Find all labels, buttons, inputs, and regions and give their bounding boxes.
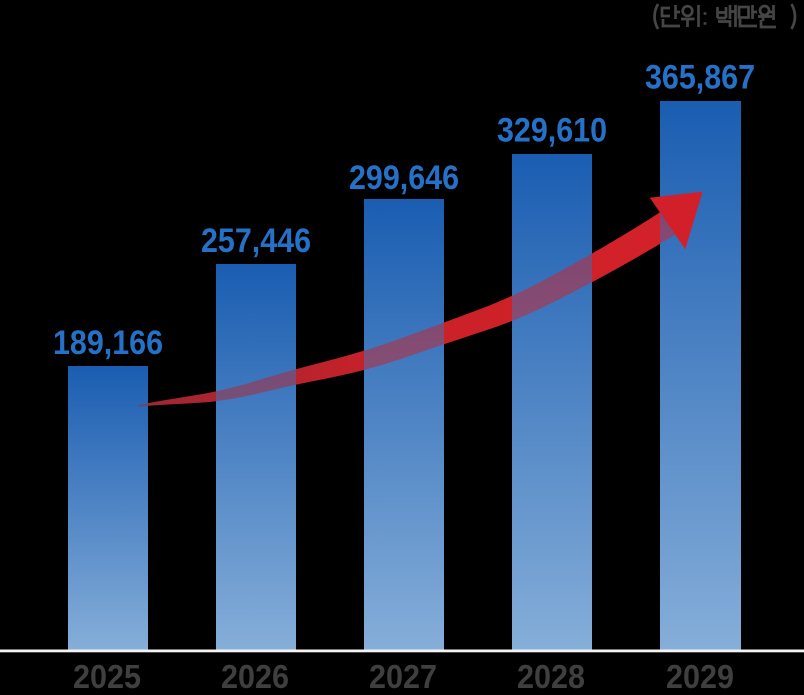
svg-text:299,646: 299,646 xyxy=(349,159,459,197)
svg-text:257,446: 257,446 xyxy=(201,222,311,260)
svg-text:329,610: 329,610 xyxy=(497,112,607,150)
svg-text:365,867: 365,867 xyxy=(645,59,755,97)
svg-text:2028: 2028 xyxy=(517,658,585,695)
svg-text:189,166: 189,166 xyxy=(53,324,163,362)
svg-text:2025: 2025 xyxy=(73,658,141,695)
svg-text:2027: 2027 xyxy=(369,658,437,695)
svg-text:2026: 2026 xyxy=(221,658,289,695)
svg-text:2029: 2029 xyxy=(666,658,734,695)
